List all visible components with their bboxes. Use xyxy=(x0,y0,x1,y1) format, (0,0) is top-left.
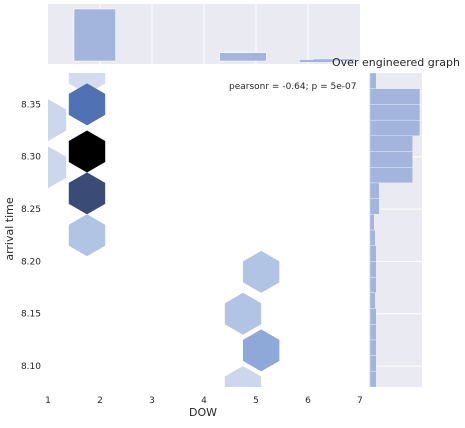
y-tick-label: 8.30 xyxy=(21,153,41,163)
right-marginal-bar xyxy=(370,246,376,262)
x-tick-label: 1 xyxy=(45,396,51,406)
right-marginal-bar xyxy=(370,136,413,152)
x-tick-label: 4 xyxy=(201,396,207,406)
right-marginal-bar xyxy=(370,152,413,168)
right-marginal-bar xyxy=(370,371,376,387)
chart-title: Over engineered graph xyxy=(332,56,460,69)
top-marginal-bar xyxy=(74,9,116,61)
right-marginal-bar xyxy=(370,324,376,340)
right-marginal-bar xyxy=(370,214,374,230)
right-marginal-bar xyxy=(370,309,376,325)
top-marginal-bar xyxy=(220,53,267,61)
right-marginal-bar xyxy=(370,104,420,120)
y-tick-label: 8.35 xyxy=(21,100,41,110)
y-tick-label: 8.20 xyxy=(21,257,41,267)
right-marginal-bar xyxy=(370,293,375,309)
right-marginal-bar xyxy=(370,356,376,372)
right-marginal-bar xyxy=(370,199,379,215)
y-tick-label: 8.25 xyxy=(21,205,41,215)
x-tick-label: 5 xyxy=(253,396,259,406)
x-tick-label: 7 xyxy=(357,396,363,406)
x-axis-label: DOW xyxy=(189,406,217,419)
pearson-annotation: pearsonr = -0.64; p = 5e-07 xyxy=(229,82,356,92)
x-tick-label: 6 xyxy=(305,396,311,406)
x-tick-label: 2 xyxy=(97,396,103,406)
right-marginal-bar xyxy=(370,73,376,89)
right-marginal-bar xyxy=(370,340,376,356)
right-marginal-bar xyxy=(370,261,376,277)
right-marginal-bar xyxy=(370,277,376,293)
right-marginal-bar xyxy=(370,230,375,246)
right-marginal-bar xyxy=(370,89,420,105)
y-tick-label: 8.15 xyxy=(21,310,41,320)
x-tick-label: 3 xyxy=(149,396,155,406)
right-marginal-bar xyxy=(370,167,413,183)
y-axis-label: arrival time xyxy=(3,197,16,261)
y-tick-label: 8.10 xyxy=(21,362,41,372)
right-marginal-bar xyxy=(370,120,420,136)
right-marginal-bar xyxy=(370,183,379,199)
